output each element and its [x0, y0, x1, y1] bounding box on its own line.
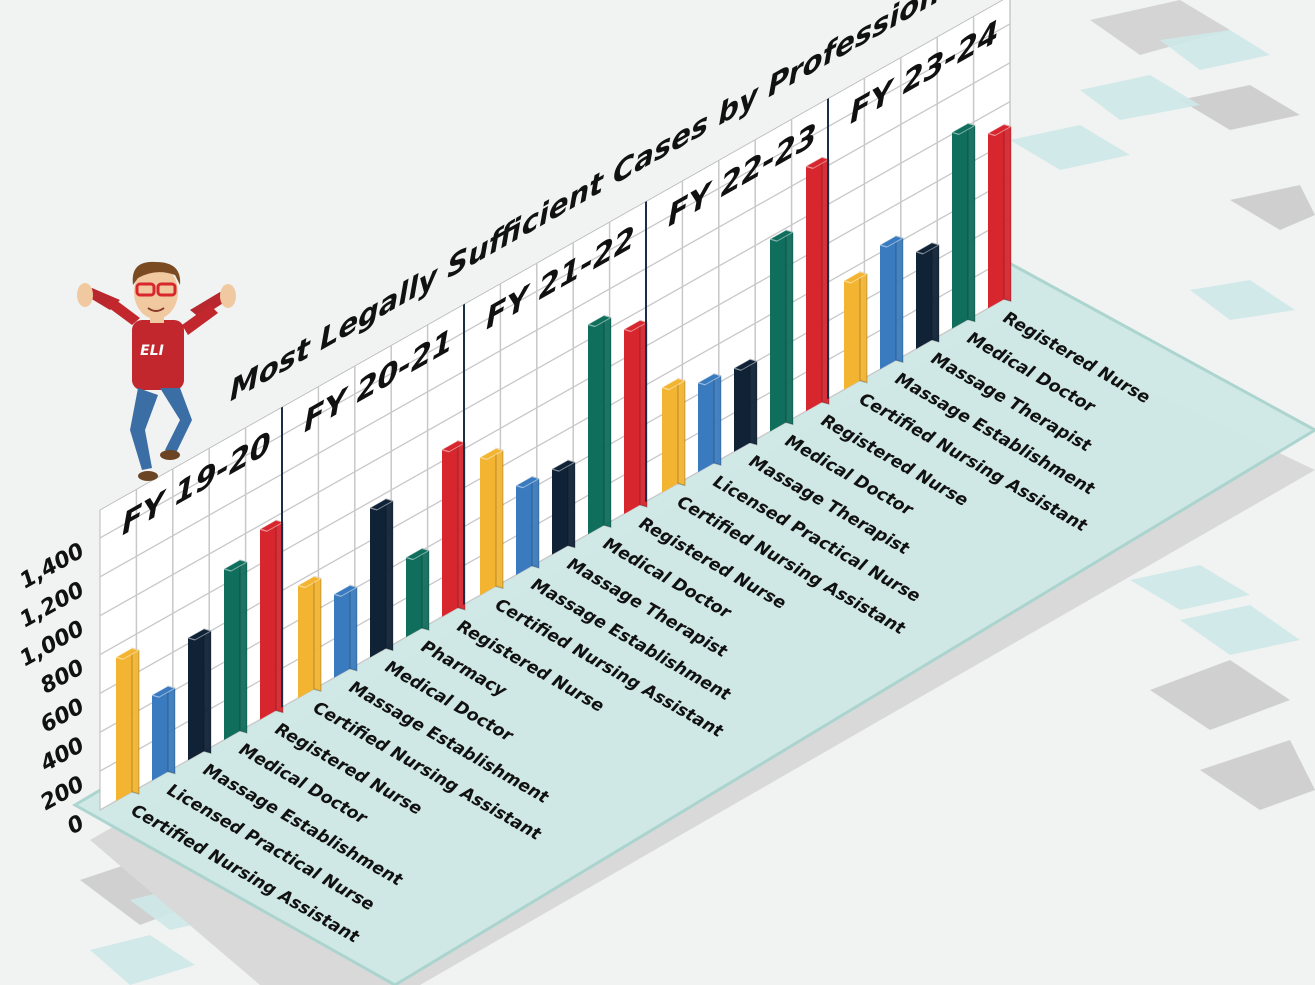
bar-side — [314, 572, 321, 695]
bar-side — [860, 268, 867, 387]
bar — [480, 448, 496, 595]
bar-side — [496, 444, 503, 592]
bar — [988, 124, 1004, 308]
bar — [880, 236, 896, 369]
bar-side — [132, 644, 139, 798]
bar — [806, 157, 822, 411]
bar-side — [896, 232, 903, 366]
bar — [370, 499, 386, 658]
bar — [662, 379, 678, 493]
bar-side — [932, 239, 939, 346]
bar — [734, 359, 750, 452]
bar-side — [750, 355, 757, 448]
bar — [152, 686, 168, 781]
bar-side — [386, 495, 393, 655]
y-tick-label: 0 — [63, 811, 89, 840]
mascot-shirt-text: ELI — [140, 343, 164, 359]
bar-side — [968, 119, 975, 325]
bar — [406, 548, 422, 637]
bar — [916, 243, 932, 349]
bar — [588, 315, 604, 534]
bar — [624, 320, 640, 514]
bar — [698, 374, 714, 472]
bar-side — [678, 375, 685, 490]
bar-side — [714, 370, 721, 469]
bar-side — [422, 544, 429, 634]
bar-side — [204, 625, 211, 757]
bar-side — [568, 456, 575, 551]
bar — [516, 477, 532, 575]
bar-side — [1004, 120, 1011, 305]
bar-side — [350, 581, 357, 674]
y-tick-label: 600 — [36, 694, 88, 738]
bar-side — [240, 556, 247, 737]
bar — [770, 230, 786, 431]
bar — [116, 648, 132, 801]
bar — [334, 585, 350, 678]
bar — [224, 560, 240, 740]
bar-side — [168, 682, 175, 777]
bar — [260, 520, 276, 719]
chart: Most Legally Sufficient Cases by Profess… — [0, 0, 1315, 985]
bar — [552, 460, 568, 555]
y-tick-label: 400 — [36, 733, 89, 778]
bar-side — [532, 473, 539, 572]
bar-side — [604, 311, 611, 531]
bar — [844, 272, 860, 390]
bar-side — [786, 226, 793, 428]
bar — [298, 576, 314, 698]
bar — [952, 123, 968, 328]
bar — [442, 441, 458, 617]
bar — [188, 629, 204, 760]
